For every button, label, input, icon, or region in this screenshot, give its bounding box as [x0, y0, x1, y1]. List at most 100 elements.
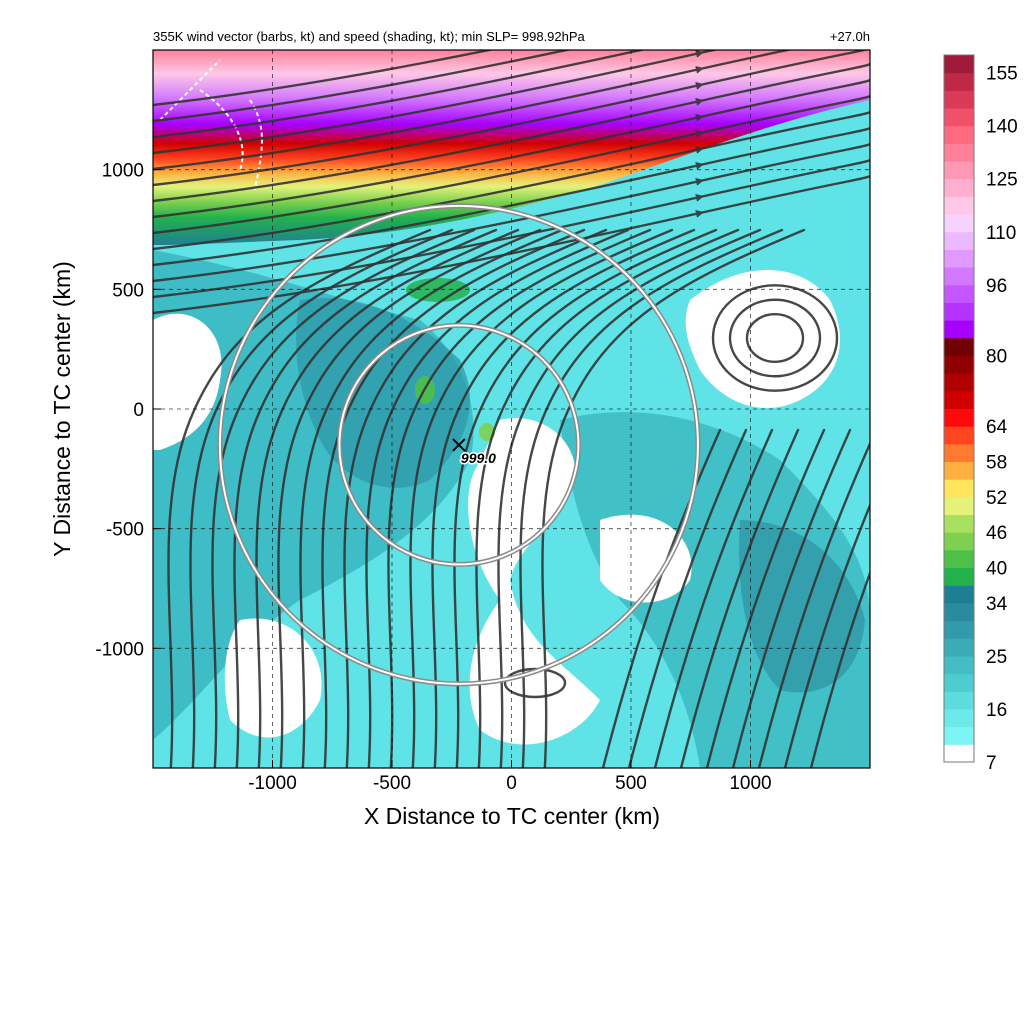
colorbar-swatch [944, 284, 974, 303]
streamline-east [705, 428, 826, 768]
colorbar-swatch [944, 373, 974, 392]
streamline-southerly [343, 228, 608, 768]
streamline-east [809, 569, 870, 768]
colorbar-label: 64 [986, 417, 1008, 438]
x-axis-title: X Distance to TC center (km) [364, 803, 660, 829]
colorbar-swatch [944, 479, 974, 498]
streamline-jet [153, 143, 870, 283]
colorbar-swatch [944, 726, 974, 745]
streamline-jet [153, 95, 870, 235]
colorbar-label: 16 [986, 700, 1007, 721]
streamline-jet [153, 111, 870, 251]
y-tick-label: 500 [112, 280, 144, 301]
distance-rings [217, 203, 701, 687]
streamline-southerly [519, 228, 784, 768]
colorbar-swatch [944, 602, 974, 622]
colorbar-swatch [944, 620, 974, 639]
colorbar-label: 7 [986, 753, 997, 774]
colorbar-frame [943, 54, 975, 763]
colorbar-label: 58 [986, 453, 1007, 474]
colorbar-swatch [944, 744, 974, 763]
y-axis-ticks: -1000 -500 0 500 1000 [95, 161, 161, 660]
colorbar-swatch [944, 638, 974, 657]
center-x-mark-b [452, 438, 466, 452]
colorbar-swatch [944, 390, 974, 409]
x-tick-label: 0 [506, 773, 517, 794]
streamlines [153, 50, 870, 768]
streamline-southerly [255, 228, 520, 768]
streamline-southerly [431, 228, 696, 768]
colorbar-label: 140 [986, 117, 1018, 138]
colorbar-label: 125 [986, 170, 1018, 191]
streamline-jet [153, 50, 573, 123]
colorbar-label: 40 [986, 559, 1007, 580]
streamline-southerly [409, 228, 674, 768]
colorbar-swatch [944, 496, 974, 516]
colorbar-swatch [944, 249, 974, 268]
x-tick-label: 1000 [729, 773, 771, 794]
streamline-southerly [299, 228, 564, 768]
x-tick-label: 500 [615, 773, 647, 794]
streamline-jet [153, 79, 870, 219]
colorbar-swatch [944, 673, 974, 692]
streamline-east [653, 428, 774, 768]
streamline-east [679, 428, 800, 768]
colorbar-label: 25 [986, 647, 1007, 668]
colorbar-swatch [944, 461, 974, 480]
streamline-southerly [167, 228, 432, 768]
shading-calm-region-west [153, 313, 222, 450]
streamline-southerly [541, 228, 806, 768]
x-axis-ticks: -1000 -500 0 500 1000 [248, 760, 772, 794]
colorbar-label: 34 [986, 594, 1008, 615]
streamline-southerly [211, 228, 476, 768]
colorbar-swatch [944, 125, 974, 144]
x-tick-label: -1000 [248, 773, 297, 794]
streamline-east [757, 440, 870, 768]
streamline-east [601, 428, 722, 768]
colorbar-swatch [944, 72, 974, 91]
colorbar-label: 96 [986, 276, 1007, 297]
colorbar-swatch [944, 320, 974, 339]
colorbar-swatch [944, 426, 974, 445]
colorbar-swatch [944, 514, 974, 533]
colorbar-swatch [944, 214, 974, 233]
lead-time-label: +27.0h [830, 29, 870, 44]
colorbar-swatch [944, 408, 974, 427]
streamline-jet [153, 50, 647, 139]
streamline-southerly [453, 228, 718, 768]
storm-center-marker: 999.0 [452, 438, 498, 467]
colorbar-swatch [944, 567, 974, 586]
colorbar: 7 16 25 34 40 46 52 58 64 80 96 110 125 140 155 [943, 54, 1018, 774]
colorbar-swatch [944, 90, 974, 109]
y-tick-label: 0 [133, 400, 144, 421]
x-tick-label: -500 [373, 773, 411, 794]
colorbar-label: 110 [986, 223, 1016, 244]
colorbar-swatch [944, 443, 974, 463]
y-tick-label: -500 [106, 520, 144, 541]
streamline-southerly [497, 228, 762, 768]
streamline-east [627, 428, 748, 768]
colorbar-swatch [944, 549, 974, 569]
colorbar-swatch [944, 267, 974, 286]
colorbar-swatch [944, 108, 974, 127]
streamline-east [783, 501, 870, 768]
streamline-southerly [475, 228, 740, 768]
colorbar-swatch [944, 355, 974, 374]
colorbar-swatch [944, 708, 974, 728]
streamline-eddy [745, 313, 805, 364]
streamline-jet [153, 175, 870, 315]
colorbar-swatch [944, 302, 974, 321]
plot-area: 999.0 [153, 50, 870, 768]
streamline-southerly [365, 228, 630, 768]
colorbar-label: 155 [986, 64, 1018, 85]
colorbar-swatch [944, 55, 974, 74]
streamline-southerly [387, 228, 652, 768]
streamline-jet [153, 50, 496, 107]
streamline-southerly [189, 228, 454, 768]
colorbar-swatch [944, 231, 974, 250]
colorbar-label: 52 [986, 488, 1007, 509]
colorbar-swatch [944, 691, 974, 710]
shading-calm-region-east [685, 270, 840, 409]
colorbar-swatch [944, 143, 974, 162]
